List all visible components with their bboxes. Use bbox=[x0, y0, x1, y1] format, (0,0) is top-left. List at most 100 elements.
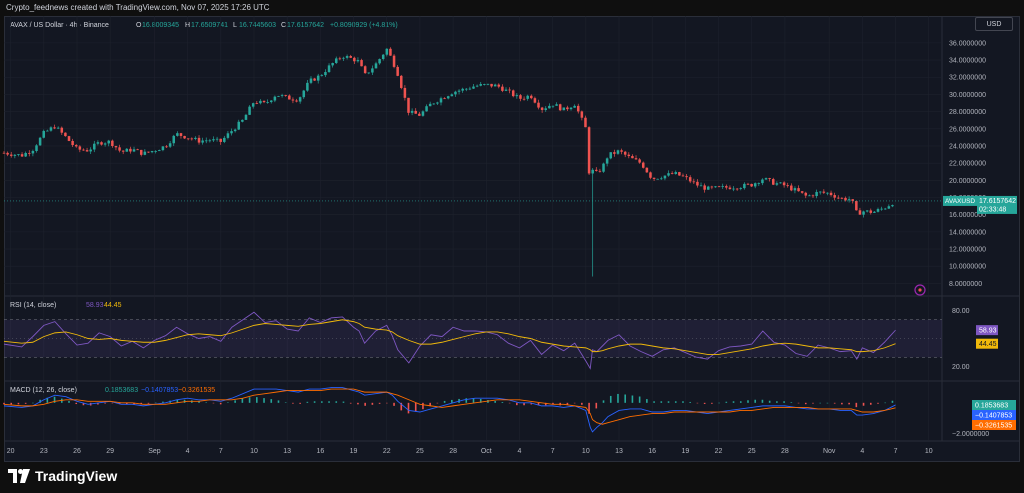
candle-body bbox=[649, 172, 652, 178]
price-axis-label: 12.0000000 bbox=[949, 247, 986, 254]
macd-hist-bar bbox=[747, 400, 749, 403]
candle-body bbox=[663, 175, 667, 179]
candle-body bbox=[20, 154, 24, 157]
candle-body bbox=[302, 90, 306, 98]
macd-hist-bar bbox=[422, 402, 424, 410]
candle-body bbox=[248, 106, 251, 115]
candle-body bbox=[288, 95, 291, 100]
candle-body bbox=[363, 66, 367, 74]
candle-body bbox=[855, 200, 858, 211]
candle-body bbox=[472, 86, 475, 89]
macd-hist-bar bbox=[364, 402, 366, 406]
candles bbox=[2, 47, 894, 277]
candle-body bbox=[627, 154, 631, 157]
price-axis-label: 20.0000000 bbox=[949, 178, 986, 185]
macd-hist-bar bbox=[566, 402, 569, 405]
candle-body bbox=[739, 188, 743, 189]
macd-hist-bar bbox=[357, 402, 359, 405]
currency-button[interactable]: USD bbox=[975, 17, 1013, 31]
macd-hist-bar bbox=[219, 402, 222, 405]
time-axis-label: 4 bbox=[186, 448, 190, 455]
macd-hist-bar bbox=[256, 397, 258, 403]
price-axis-label: 22.0000000 bbox=[949, 161, 986, 168]
candle-body bbox=[103, 143, 107, 145]
time-axis-label: 20 bbox=[7, 448, 15, 455]
candle-body bbox=[537, 102, 540, 108]
candle-body bbox=[609, 152, 613, 159]
macd-hist-bar bbox=[884, 402, 887, 404]
candle-body bbox=[284, 95, 287, 96]
time-axis[interactable]: 20 23 26 29 Sep 4 7 10 13 16 19 22 25 28 Oct 4 7 10 13 16 19… bbox=[7, 448, 933, 455]
candle-body bbox=[396, 66, 399, 76]
candle-body bbox=[891, 205, 894, 207]
candle-body bbox=[251, 103, 255, 107]
candle-body bbox=[74, 145, 78, 147]
candle-body bbox=[114, 146, 118, 148]
candle-body bbox=[580, 111, 584, 118]
candle-body bbox=[743, 183, 746, 189]
candle-body bbox=[631, 156, 634, 159]
price-tag-symbol: AVAXUSD bbox=[945, 198, 975, 205]
macd-hist-bar bbox=[674, 401, 677, 403]
candle-body bbox=[883, 208, 887, 210]
candle-body bbox=[808, 195, 811, 197]
price-axis[interactable]: 36.0000000 34.0000000 32.0000000 30.0000000… bbox=[949, 40, 986, 288]
time-axis-label: 26 bbox=[73, 448, 81, 455]
candle-body bbox=[479, 84, 482, 86]
candle-body bbox=[324, 72, 327, 76]
macd-hist-bar bbox=[523, 402, 525, 406]
candle-body bbox=[378, 59, 381, 64]
macd-hist-bar bbox=[602, 400, 605, 403]
macd-hist-bar bbox=[68, 401, 70, 403]
candle-body bbox=[782, 182, 786, 186]
legend-h-value: 17.6509741 bbox=[191, 22, 228, 29]
candle-body bbox=[436, 102, 439, 104]
macd-label: MACD (12, 26, close) bbox=[10, 387, 77, 394]
candle-body bbox=[804, 192, 808, 196]
candle-body bbox=[100, 142, 103, 145]
candle-body bbox=[176, 133, 179, 136]
candle-body bbox=[670, 173, 674, 174]
candle-body bbox=[497, 84, 501, 87]
candle-body bbox=[168, 143, 172, 147]
candle-body bbox=[703, 185, 706, 190]
time-axis-label: 28 bbox=[449, 448, 457, 455]
candle-body bbox=[793, 188, 797, 191]
candle-body bbox=[555, 104, 558, 106]
rsi-level-20: 20.00 bbox=[952, 364, 970, 371]
time-axis-label: Sep bbox=[148, 448, 161, 455]
candle-body bbox=[428, 103, 432, 107]
time-axis-label: 7 bbox=[551, 448, 555, 455]
candle-body bbox=[873, 211, 876, 213]
candle-body bbox=[266, 102, 269, 103]
chart-settings-icon[interactable] bbox=[914, 284, 926, 296]
candle-body bbox=[511, 90, 515, 97]
chart-area[interactable] bbox=[4, 16, 1020, 462]
candle-body bbox=[674, 172, 678, 174]
candle-body bbox=[56, 127, 60, 129]
candle-body bbox=[465, 88, 468, 90]
candle-body bbox=[591, 169, 594, 174]
macd-hist-bar bbox=[609, 395, 612, 403]
macd-hist-bar bbox=[891, 400, 894, 403]
candle-body bbox=[425, 106, 428, 112]
candle-body bbox=[338, 58, 342, 60]
candle-body bbox=[345, 56, 349, 58]
time-axis-label: 29 bbox=[106, 448, 114, 455]
macd-hist-bar bbox=[335, 401, 338, 403]
time-axis-label: 19 bbox=[350, 448, 358, 455]
candle-body bbox=[515, 95, 519, 97]
macd-hist-bar bbox=[465, 398, 468, 403]
candle-body bbox=[764, 178, 768, 180]
macd-hist-bar bbox=[176, 399, 179, 403]
candle-body bbox=[71, 140, 74, 146]
candle-body bbox=[685, 176, 688, 178]
candle-body bbox=[616, 150, 620, 154]
candle-body bbox=[241, 119, 244, 122]
macd-hist-bar bbox=[833, 402, 836, 404]
time-axis-label: 25 bbox=[416, 448, 424, 455]
price-axis-label: 32.0000000 bbox=[949, 75, 986, 82]
candle-body bbox=[620, 150, 623, 152]
candle-body bbox=[233, 129, 237, 132]
